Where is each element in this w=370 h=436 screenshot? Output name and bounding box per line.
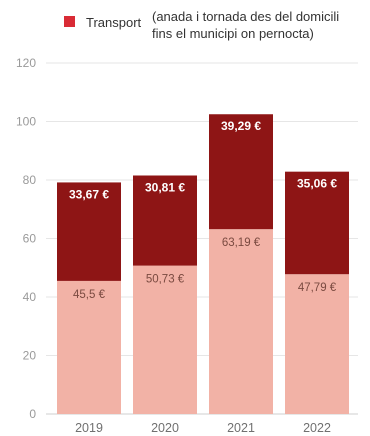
value-label-bottom-2020: 50,73 € xyxy=(146,274,185,286)
x-tick-label-2020: 2020 xyxy=(151,421,179,435)
bar-top-2020 xyxy=(133,175,197,266)
y-tick-label-60: 60 xyxy=(23,232,37,246)
value-label-bottom-2021: 63,19 € xyxy=(222,237,261,249)
bar-group-2021: 39,29 € 63,19 € xyxy=(209,114,273,414)
bar-group-2020: 30,81 € 50,73 € xyxy=(133,175,197,414)
bar-bottom-2021 xyxy=(209,229,273,414)
bar-top-2021 xyxy=(209,114,273,230)
legend: Transport (anada i tornada des del domic… xyxy=(64,9,339,41)
y-tick-label-40: 40 xyxy=(23,290,37,304)
y-tick-label-80: 80 xyxy=(23,173,37,187)
x-tick-label-2019: 2019 xyxy=(75,421,103,435)
legend-note-line-2: fins el municipi on pernocta) xyxy=(152,26,314,41)
legend-swatch xyxy=(64,16,75,27)
value-label-top-2019: 33,67 € xyxy=(69,187,109,201)
value-label-top-2020: 30,81 € xyxy=(145,180,185,194)
bar-bottom-2022 xyxy=(285,274,349,414)
y-tick-label-0: 0 xyxy=(29,407,36,421)
x-tick-label-2022: 2022 xyxy=(303,421,331,435)
legend-note-line-1: (anada i tornada des del domicili xyxy=(152,9,339,24)
y-tick-label-100: 100 xyxy=(16,115,36,129)
y-tick-label-120: 120 xyxy=(16,56,36,70)
x-axis-labels: 2019 2020 2021 2022 xyxy=(75,421,331,435)
bars-layer: 33,67 € 45,5 € 30,81 € 50,73 € 39,29 € 63,19 … xyxy=(57,114,349,414)
y-tick-label-20: 20 xyxy=(23,349,37,363)
bar-top-2022 xyxy=(285,171,349,275)
bar-bottom-2020 xyxy=(133,265,197,414)
value-label-top-2022: 35,06 € xyxy=(297,177,337,191)
value-label-bottom-2022: 47,79 € xyxy=(298,282,337,294)
bar-bottom-2019 xyxy=(57,280,121,414)
value-label-top-2021: 39,29 € xyxy=(221,119,261,133)
legend-label: Transport xyxy=(86,15,142,30)
bar-top-2019 xyxy=(57,182,121,281)
x-tick-label-2021: 2021 xyxy=(227,421,255,435)
bar-group-2019: 33,67 € 45,5 € xyxy=(57,182,121,414)
y-axis-ticks: 0 20 40 60 80 100 120 xyxy=(16,56,36,421)
value-label-bottom-2019: 45,5 € xyxy=(73,289,106,301)
bar-group-2022: 35,06 € 47,79 € xyxy=(285,171,349,414)
